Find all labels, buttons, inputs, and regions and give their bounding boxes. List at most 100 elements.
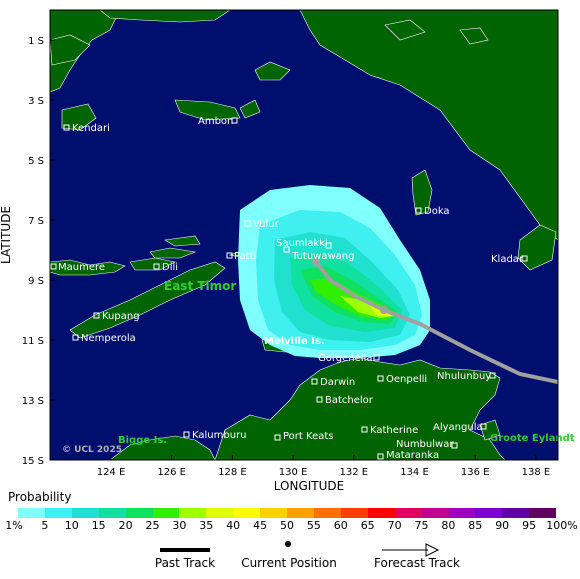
legend-swatch xyxy=(179,508,207,518)
legend-swatch xyxy=(313,508,341,518)
legend-swatch xyxy=(125,508,153,518)
lat-tick-label: 1 S xyxy=(28,36,44,47)
current-position-label: Current Position xyxy=(241,556,337,570)
legend-label: 75 xyxy=(414,519,429,532)
legend-swatch xyxy=(394,508,422,518)
track-start-marker xyxy=(312,258,320,266)
legend-swatch xyxy=(367,508,395,518)
lon-tick-label: 132 E xyxy=(340,467,369,478)
legend-label: 70 xyxy=(387,519,402,532)
land-masses xyxy=(50,10,558,460)
legend-label: 40 xyxy=(226,519,241,532)
current-position-dot-icon xyxy=(285,541,291,547)
label-gorgenella: Gorgenella xyxy=(318,353,372,364)
legend-swatch xyxy=(475,508,503,518)
track-key: Past Track Current Position Forecast Tra… xyxy=(0,540,580,576)
map-panel: Kendari Ambon Doka Vulur Saumlakki Tutuw… xyxy=(0,9,575,493)
legend-swatch xyxy=(421,508,449,518)
legend-label: 50 xyxy=(280,519,294,532)
legend-label: 25 xyxy=(145,519,160,532)
forecast-track-label: Forecast Track xyxy=(374,556,460,570)
legend-label: 100% xyxy=(546,519,578,532)
lon-tick-label: 124 E xyxy=(97,467,126,478)
label-darwin: Darwin xyxy=(320,377,355,388)
legend-label: 55 xyxy=(306,519,321,532)
legend-swatch xyxy=(448,508,476,518)
current-position-marker xyxy=(380,306,388,314)
lat-tick-label: 13 S xyxy=(22,396,44,407)
legend-swatch xyxy=(287,508,314,518)
legend-swatch xyxy=(340,508,368,518)
copyright-notice: © UCL 2025 xyxy=(62,445,122,455)
label-oenpelli: Oenpelli xyxy=(386,374,427,385)
legend-swatch xyxy=(71,508,99,518)
probability-scale-labels: 1% 5 10 15 20 25 30 35 40 45 50 55 60 65 70 75 80 85 90 95 1… xyxy=(0,519,580,533)
legend-label: 20 xyxy=(118,519,133,532)
lon-tick-label: 126 E xyxy=(157,467,186,478)
label-numbulwar: Numbulwar xyxy=(396,439,454,450)
legend-label: 15 xyxy=(91,519,106,532)
city-markers xyxy=(50,117,528,460)
lat-tick-label: 15 S xyxy=(22,456,44,467)
label-kalumburu: Kalumburu xyxy=(192,430,247,441)
legend-label: 1% xyxy=(5,519,23,532)
label-bigge-island: Bigge Is. xyxy=(118,435,167,446)
label-saumlakki: Saumlakki xyxy=(276,238,328,249)
label-mataranka: Mataranka xyxy=(386,450,439,461)
legend-label: 5 xyxy=(41,519,49,532)
legend-label: 80 xyxy=(441,519,456,532)
storm-track xyxy=(314,260,558,384)
label-melville-island: Melville Is. xyxy=(264,336,325,347)
lon-tick-label: 130 E xyxy=(279,467,308,478)
legend-label: 35 xyxy=(199,519,214,532)
label-kendari: Kendari xyxy=(72,123,110,134)
legend-swatch xyxy=(502,508,530,518)
label-port-keats: Port Keats xyxy=(283,431,333,442)
legend-title: Probability xyxy=(8,490,72,504)
label-batchelor: Batchelor xyxy=(325,395,374,406)
label-kupang: Kupang xyxy=(102,311,140,322)
legend-swatch xyxy=(98,508,126,518)
legend-label: 85 xyxy=(468,519,483,532)
legend-swatch xyxy=(529,508,557,518)
label-vulur: Vulur xyxy=(253,219,280,230)
lat-tick-label: 9 S xyxy=(28,276,44,287)
legend-swatch xyxy=(233,508,261,518)
label-patti: Patti xyxy=(234,251,256,262)
legend-label: 95 xyxy=(522,519,537,532)
y-axis-title: LATITUDE xyxy=(0,206,13,264)
label-kladar: Kladar xyxy=(491,254,524,265)
legend-label: 30 xyxy=(172,519,187,532)
legend-label: 90 xyxy=(495,519,510,532)
lon-tick-label: 128 E xyxy=(218,467,247,478)
lat-tick-label: 7 S xyxy=(28,216,44,227)
forecast-track-arrowhead-icon xyxy=(425,543,440,557)
past-track-label: Past Track xyxy=(154,556,216,570)
lon-tick-label: 134 E xyxy=(400,467,429,478)
label-doka: Doka xyxy=(424,206,450,217)
label-nemperola: Nemperola xyxy=(81,333,136,344)
label-groote-eylandt: Groote Eylandt xyxy=(490,433,575,444)
lon-tick-label: 136 E xyxy=(461,467,490,478)
lat-tick-label: 5 S xyxy=(28,156,44,167)
map-frame xyxy=(49,9,559,461)
legend-label: 10 xyxy=(64,519,79,532)
lat-tick-label: 3 S xyxy=(28,96,44,107)
label-nhulunbuy: Nhulunbuy xyxy=(437,371,491,382)
legend-label: 60 xyxy=(333,519,348,532)
legend-swatch xyxy=(18,508,45,518)
legend-swatch xyxy=(152,508,180,518)
label-dili: Dili xyxy=(162,262,178,273)
label-tutuwawang: Tutuwawang xyxy=(291,251,355,262)
label-katherine: Katherine xyxy=(370,425,418,436)
probability-color-scale xyxy=(18,508,557,518)
lat-tick-label: 11 S xyxy=(22,336,44,347)
label-maumere: Maumere xyxy=(58,262,105,273)
label-alyangula: Alyangula xyxy=(433,422,483,433)
latitude-axis: 1 S 3 S 5 S 7 S 9 S 11 S 13 S 15 S LATITUDE xyxy=(0,36,55,467)
x-axis-title: LONGITUDE xyxy=(274,479,344,493)
legend-label: 65 xyxy=(360,519,375,532)
label-ambon: Ambon xyxy=(198,116,233,127)
lon-tick-label: 138 E xyxy=(522,467,551,478)
legend-label: 45 xyxy=(253,519,268,532)
